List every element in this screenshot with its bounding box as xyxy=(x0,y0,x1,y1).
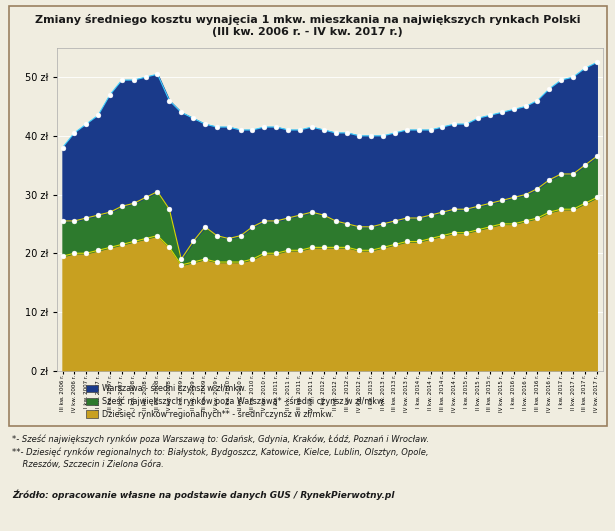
Text: *- Sześć największych rynków poza Warszawą to: Gdańsk, Gdynia, Kraków, Łódź, Poz: *- Sześć największych rynków poza Warsza… xyxy=(12,435,429,444)
Text: **- Dziesięć rynków regionalnych to: Białystok, Bydgoszcz, Katowice, Kielce, Lub: **- Dziesięć rynków regionalnych to: Bia… xyxy=(12,448,429,457)
Text: (III kw. 2006 r. - IV kw. 2017 r.): (III kw. 2006 r. - IV kw. 2017 r.) xyxy=(212,27,403,37)
Text: Warszawa - średni czynsz w zł/mkw.: Warszawa - średni czynsz w zł/mkw. xyxy=(102,384,247,393)
Text: Rzeszów, Szczecin i Zielona Góra.: Rzeszów, Szczecin i Zielona Góra. xyxy=(12,460,164,468)
Text: Źródło: opracowanie własne na podstawie danych GUS / RynekPierwotny.pl: Źródło: opracowanie własne na podstawie … xyxy=(12,490,395,500)
Text: Sześć największych rynków poza Warszawą* - średni czynsz w zł/mkw.: Sześć największych rynków poza Warszawą*… xyxy=(102,397,386,406)
Text: Zmiany średniego kosztu wynajęcia 1 mkw. mieszkania na największych rynkach Pols: Zmiany średniego kosztu wynajęcia 1 mkw.… xyxy=(35,14,580,25)
Text: Dziesięć rynków regionalnych** - średni czynsz w zł/mkw.: Dziesięć rynków regionalnych** - średni … xyxy=(102,409,333,419)
